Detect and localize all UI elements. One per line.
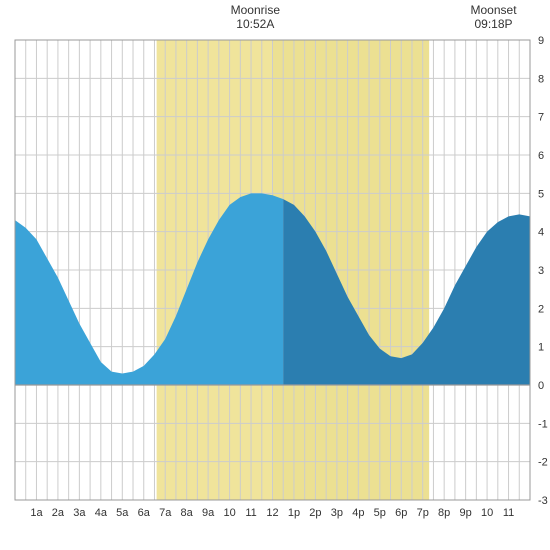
x-tick-label: 3p (331, 507, 343, 519)
y-tick-label: 0 (538, 380, 544, 392)
y-tick-label: 3 (538, 265, 544, 277)
x-tick-label: 5p (374, 507, 386, 519)
x-tick-label: 10 (481, 507, 493, 519)
x-tick-label: 2a (52, 507, 65, 519)
y-tick-label: 8 (538, 73, 544, 85)
x-tick-label: 5a (116, 507, 129, 519)
y-tick-label: -3 (538, 495, 548, 507)
y-tick-label: 6 (538, 150, 544, 162)
moonset-label: Moonset (471, 3, 518, 17)
y-tick-label: 9 (538, 35, 544, 47)
x-tick-label: 11 (245, 507, 256, 519)
moonrise-label: Moonrise (231, 3, 281, 17)
moonrise-time: 10:52A (236, 17, 274, 31)
x-tick-label: 8a (181, 507, 194, 519)
y-tick-label: -2 (538, 457, 548, 469)
x-tick-label: 6p (395, 507, 407, 519)
y-tick-label: 2 (538, 303, 544, 315)
x-tick-label: 4a (95, 507, 108, 519)
y-tick-label: 4 (538, 227, 544, 239)
x-tick-label: 1a (30, 507, 43, 519)
x-tick-label: 2p (309, 507, 321, 519)
x-tick-label: 3a (73, 507, 86, 519)
x-tick-label: 6a (138, 507, 151, 519)
x-tick-label: 10 (223, 507, 235, 519)
x-tick-label: 7a (159, 507, 172, 519)
moonset-time: 09:18P (474, 17, 512, 31)
x-tick-label: 9p (460, 507, 472, 519)
x-tick-label: 4p (352, 507, 364, 519)
x-tick-label: 12 (266, 507, 278, 519)
y-tick-label: 1 (538, 342, 544, 354)
x-tick-label: 9a (202, 507, 215, 519)
y-tick-label: 5 (538, 188, 544, 200)
x-tick-label: 8p (438, 507, 450, 519)
tide-chart: -3-2-101234567891a2a3a4a5a6a7a8a9a101112… (0, 0, 550, 550)
x-tick-label: 1p (288, 507, 300, 519)
x-tick-label: 7p (417, 507, 429, 519)
y-tick-label: -1 (538, 418, 548, 430)
y-tick-label: 7 (538, 112, 544, 124)
x-tick-label: 11 (503, 507, 514, 519)
